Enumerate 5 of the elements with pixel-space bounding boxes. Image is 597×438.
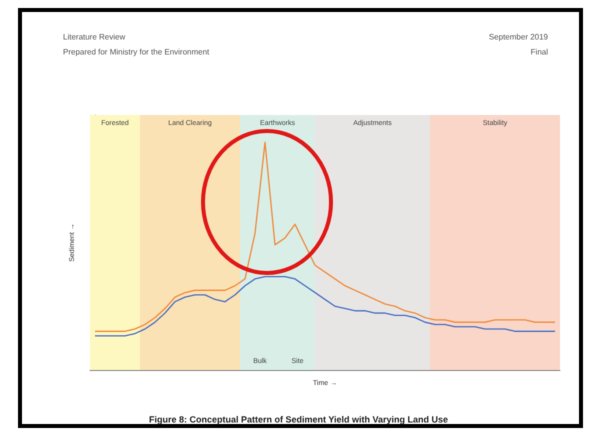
- text: Figure 8: Conceptual Pattern of Sediment Yield with Varying Land Use: [148, 414, 448, 424]
- text: Literature Review: [63, 32, 126, 42]
- text: September 2019: [488, 32, 549, 42]
- text: Prepared for Ministry for the Environment: [63, 48, 210, 56]
- text: Final: [530, 48, 548, 56]
